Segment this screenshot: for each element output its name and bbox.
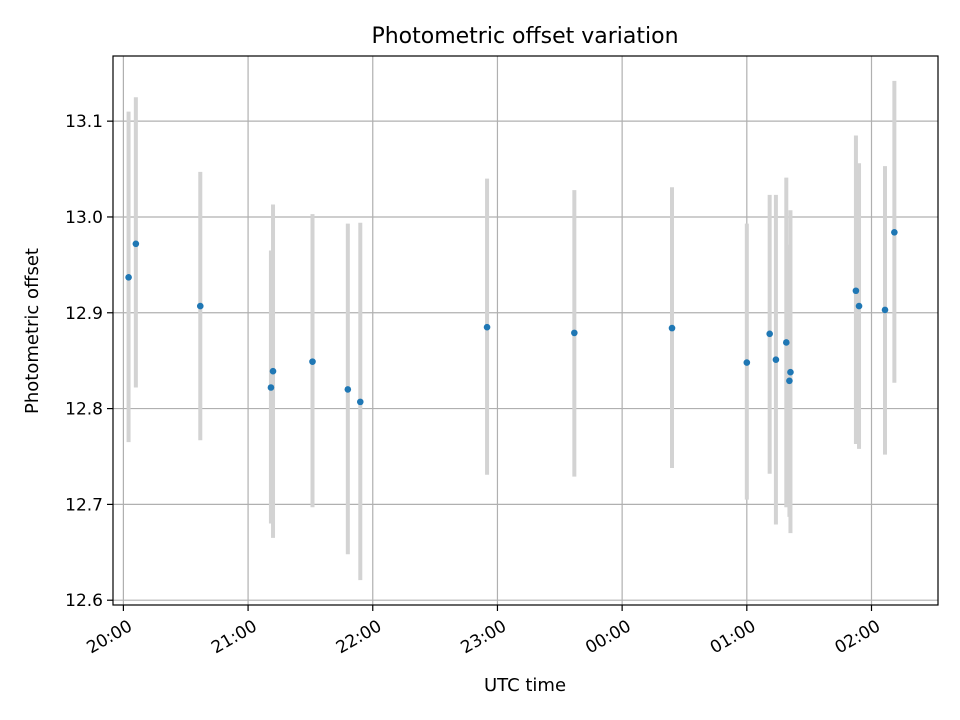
plot-frame xyxy=(112,55,939,606)
data-point xyxy=(891,228,898,236)
data-point xyxy=(196,302,204,310)
data-point xyxy=(772,356,780,364)
data-point xyxy=(786,377,793,385)
x-tick-label: 22:00 xyxy=(333,616,385,658)
data-point xyxy=(356,398,364,406)
data-point xyxy=(782,339,790,346)
grid-lines xyxy=(113,56,938,605)
data-point xyxy=(787,368,794,376)
x-axis-label: UTC time xyxy=(484,675,566,696)
data-point xyxy=(743,359,751,366)
data-point xyxy=(132,240,140,248)
error-bars xyxy=(126,80,897,581)
data-point xyxy=(269,367,277,375)
data-point xyxy=(668,324,676,332)
x-tick-label: 00:00 xyxy=(582,616,634,658)
x-tick-label: 01:00 xyxy=(707,616,759,658)
data-point xyxy=(309,358,316,365)
x-tick-label: 20:00 xyxy=(83,616,135,658)
data-point xyxy=(855,302,863,310)
data-point xyxy=(881,306,889,314)
x-tick-label: 23:00 xyxy=(458,616,510,658)
data-points xyxy=(125,228,898,406)
data-point xyxy=(852,287,860,295)
data-point xyxy=(344,386,352,393)
axis-ticks: 20:00 21:00 22:00 23:00 00:00 01:00 02:00 12.6 1… xyxy=(65,112,884,658)
data-point xyxy=(571,329,578,337)
x-tick-label: 21:00 xyxy=(208,616,260,658)
y-tick-label: 12.7 xyxy=(65,495,103,515)
x-tick-label: 02:00 xyxy=(832,616,884,658)
data-point xyxy=(267,384,275,391)
data-point xyxy=(125,274,132,281)
chart-title: Photometric offset variation xyxy=(371,24,678,49)
y-tick-label: 12.9 xyxy=(65,304,103,324)
y-tick-label: 13.0 xyxy=(65,208,103,228)
y-tick-label: 12.6 xyxy=(65,591,103,611)
data-point xyxy=(483,323,491,331)
y-tick-label: 13.1 xyxy=(65,112,103,132)
y-tick-label: 12.8 xyxy=(65,400,103,420)
data-point xyxy=(766,330,773,338)
y-axis-label: Photometric offset xyxy=(22,248,43,414)
